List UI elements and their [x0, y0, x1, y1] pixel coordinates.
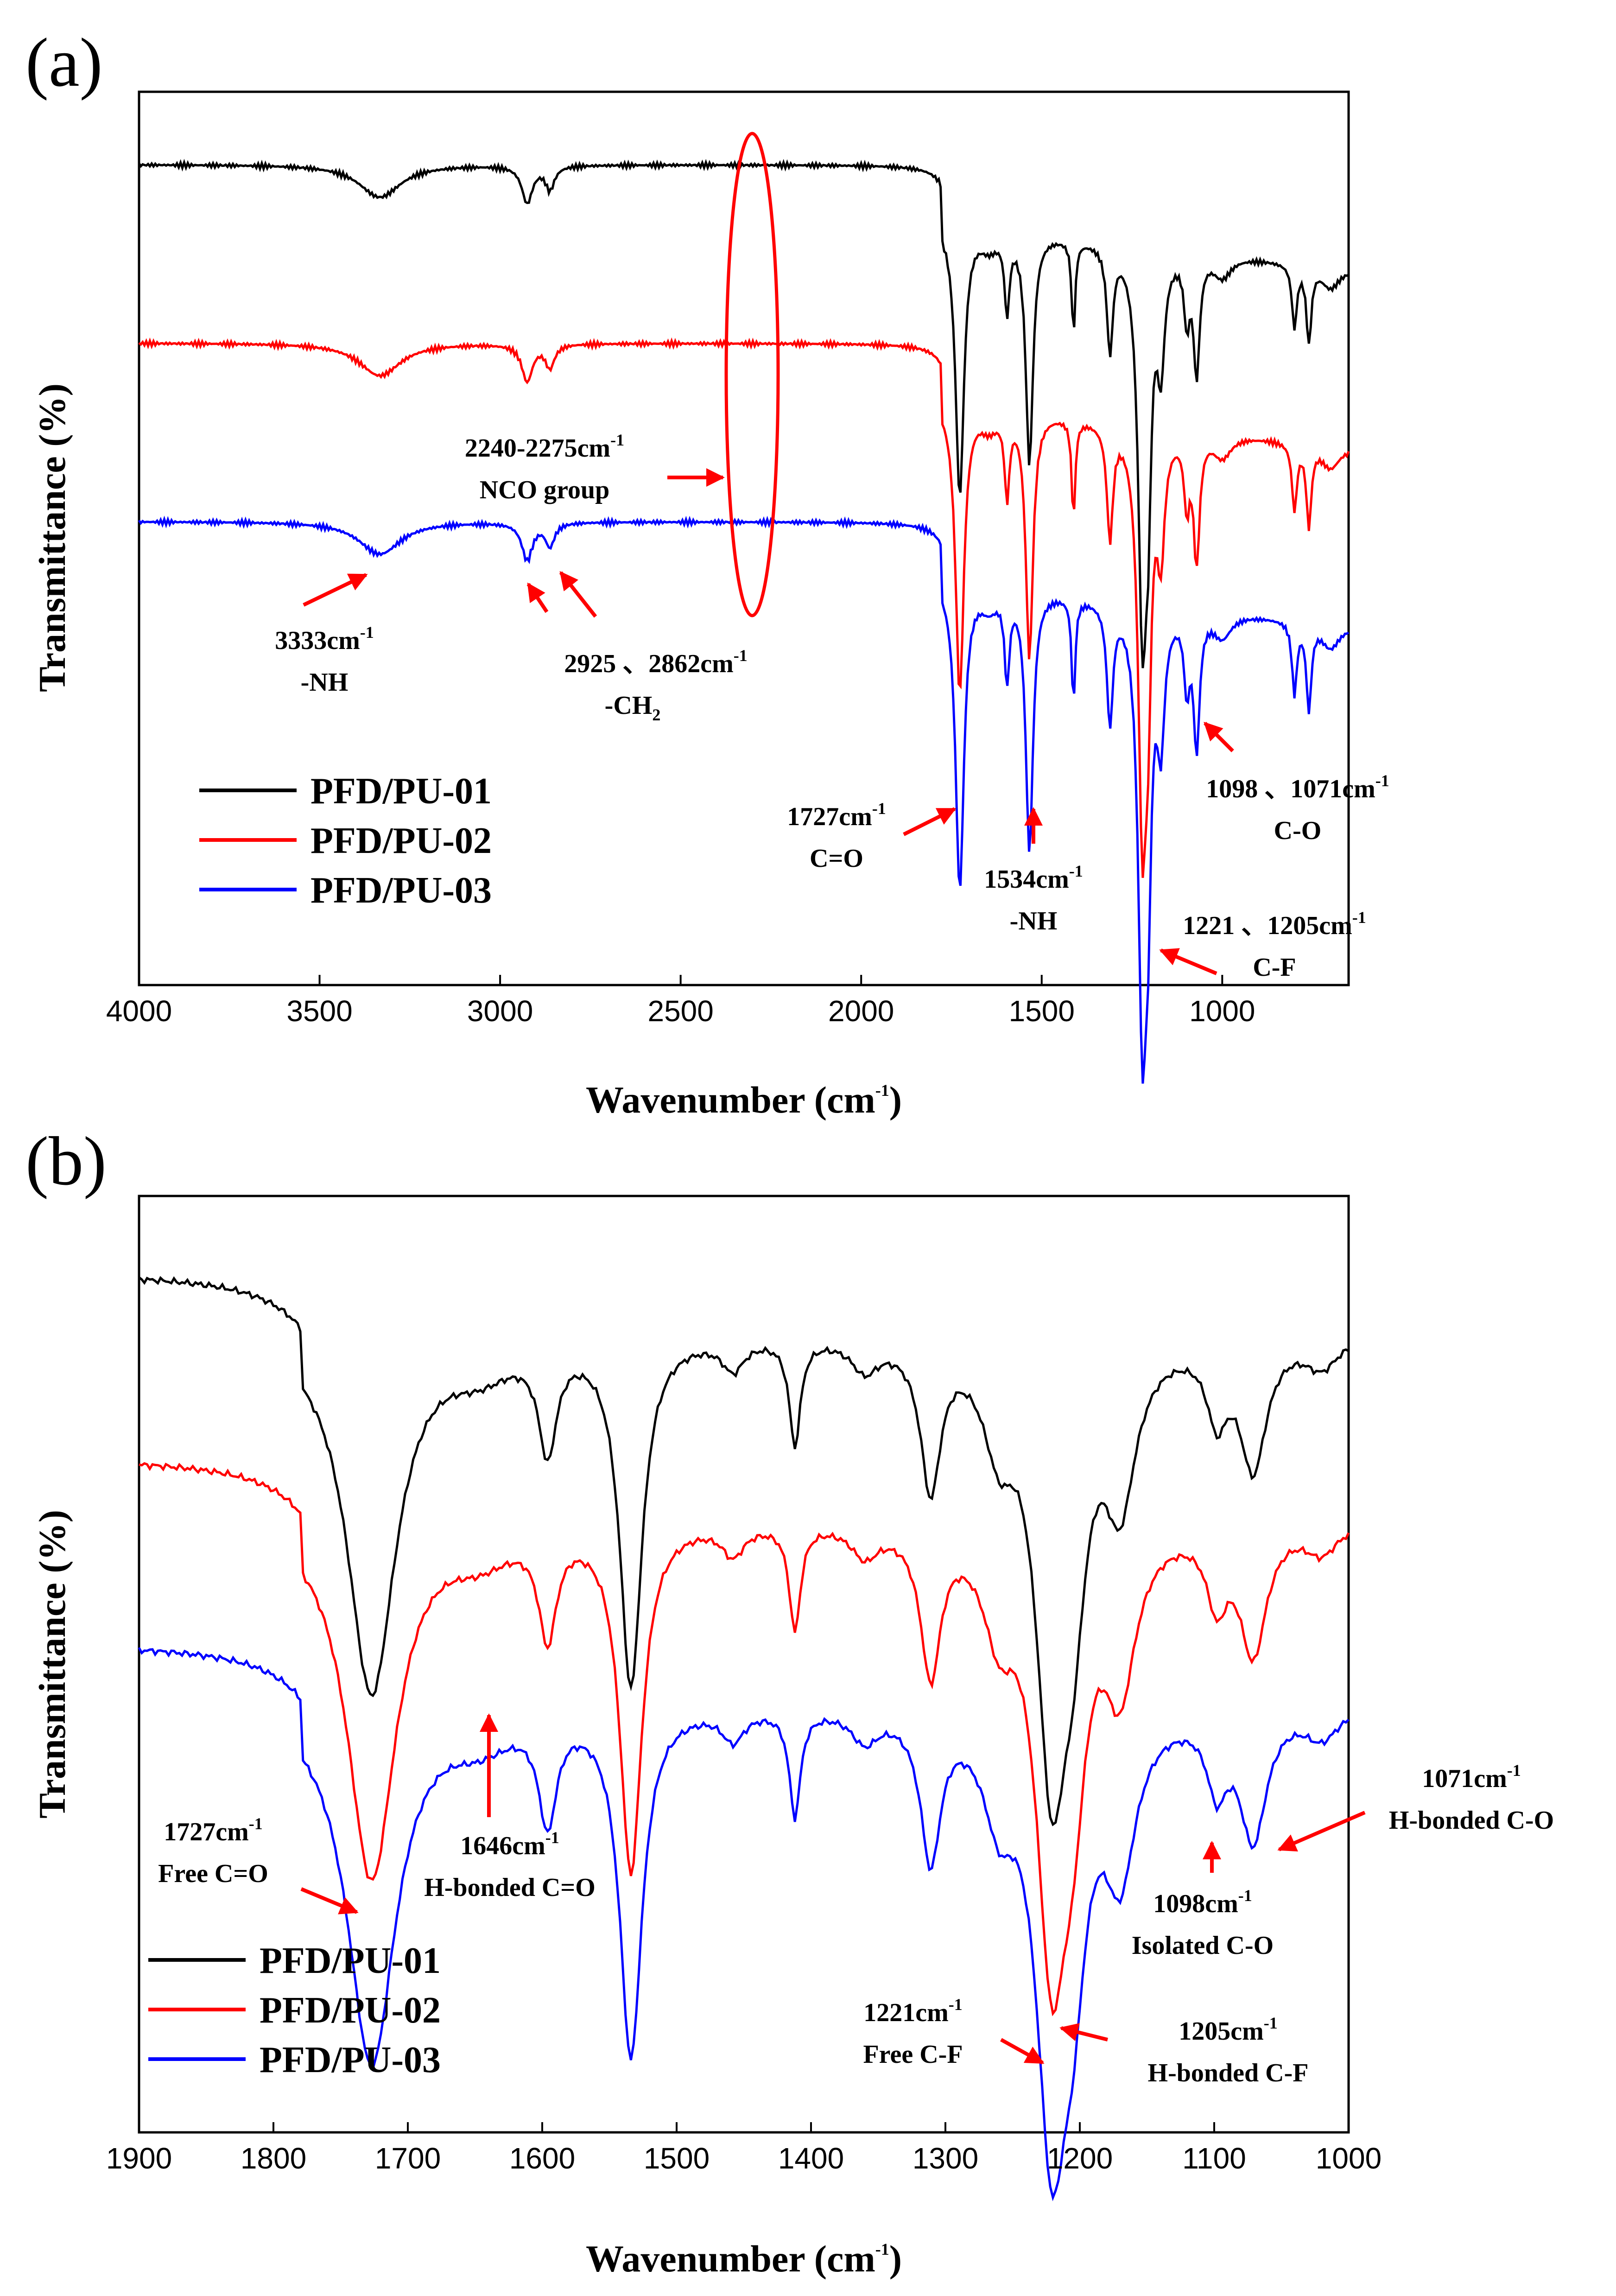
arrow-b-co1727 — [300, 1887, 359, 1914]
svg-text:H-bonded C-F: H-bonded C-F — [1148, 2059, 1309, 2087]
svg-text:Free C=O: Free C=O — [158, 1859, 268, 1888]
x-tick-label-1100: 1100 — [1182, 2142, 1246, 2175]
arrow-ch2-2925 — [526, 582, 549, 613]
x-tick-label-1400: 1400 — [778, 2142, 844, 2175]
arrow-cf — [1159, 948, 1217, 975]
x-tick-label-1300: 1300 — [913, 2142, 978, 2175]
x-tick-label-3000: 3000 — [467, 994, 533, 1028]
panel-b-legend: PFD/PU-01 PFD/PU-02 PFD/PU-03 — [148, 1940, 441, 2080]
series-line-2 — [139, 1462, 1350, 2016]
anno-ch2: 2925 、2862cm-1 -CH2 — [526, 571, 748, 724]
svg-text:Free C-F: Free C-F — [863, 2040, 963, 2069]
arrow-b-cf1205 — [1059, 2023, 1108, 2042]
svg-text:C-O: C-O — [1274, 816, 1322, 845]
panel-b-label: (b) — [25, 1123, 107, 1200]
x-tick-label-1200: 1200 — [1047, 2142, 1113, 2175]
anno-b-cf1205: 1205cm-1 H-bonded C-F — [1059, 2014, 1309, 2087]
legend-b-label-2: PFD/PU-02 — [260, 1990, 441, 2031]
arrow-co1727 — [903, 807, 957, 836]
x-tick-label-2000: 2000 — [828, 994, 894, 1028]
x-tick-label-1700: 1700 — [375, 2142, 441, 2175]
nco-ellipse — [724, 132, 780, 617]
legend-b-label-1: PFD/PU-01 — [260, 1940, 441, 1981]
series-line-1 — [138, 1276, 1350, 1826]
series-line-1 — [138, 159, 1350, 668]
legend-b-label-3: PFD/PU-03 — [260, 2040, 441, 2080]
x-tick-label-1800: 1800 — [241, 2142, 306, 2175]
svg-text:2925 、2862cm-1: 2925 、2862cm-1 — [564, 646, 748, 678]
anno-cf: 1221 、1205cm-1 C-F — [1159, 908, 1366, 982]
anno-b-co1727: 1727cm-1 Free C=O — [158, 1814, 359, 1914]
svg-text:Isolated C-O: Isolated C-O — [1132, 1931, 1274, 1960]
panel-b: (b) 1900 1800 1700 1600 1500 1400 1300 1200 1100… — [25, 1123, 1554, 2280]
panel-b-curves — [138, 1276, 1350, 2201]
anno-nh3333: 3333cm-1 -NH — [275, 573, 374, 697]
anno-b-co1098: 1098cm-1 Isolated C-O — [1132, 1841, 1274, 1960]
arrow-b-co1071 — [1277, 1811, 1366, 1852]
panel-a-frame — [138, 90, 1350, 986]
svg-text:1727cm-1: 1727cm-1 — [787, 799, 886, 831]
x-tick-label-1500: 1500 — [644, 2142, 710, 2175]
legend-a-label-3: PFD/PU-03 — [311, 870, 492, 911]
x-tick-label-2500: 2500 — [647, 994, 713, 1028]
anno-nh1534: 1534cm-1 -NH — [984, 807, 1083, 935]
panel-a-curves — [138, 159, 1350, 1084]
series-line-2 — [138, 337, 1350, 878]
panel-b-xlabel: Wavenumber (cm-1) — [586, 2238, 902, 2280]
x-tick-label-1900: 1900 — [106, 2142, 172, 2175]
svg-text:NCO group: NCO group — [480, 476, 610, 504]
arrow-ch2-2862 — [559, 571, 597, 618]
svg-text:1221cm-1: 1221cm-1 — [863, 1995, 963, 2027]
svg-text:1534cm-1: 1534cm-1 — [984, 862, 1083, 894]
svg-text:-CH2: -CH2 — [605, 691, 661, 724]
anno-co1727: 1727cm-1 C=O — [787, 799, 957, 873]
svg-text:1221 、1205cm-1: 1221 、1205cm-1 — [1183, 908, 1366, 940]
arrow-b-cf1221 — [1000, 2038, 1045, 2065]
panel-a-xticks: 4000 3500 3000 2500 2000 1500 1000 — [106, 975, 1255, 1028]
svg-text:2240-2275cm-1: 2240-2275cm-1 — [465, 431, 624, 463]
panel-a-ylabel: Transmittance (%) — [31, 383, 73, 692]
anno-nco: 2240-2275cm-1 NCO group — [465, 431, 725, 504]
svg-text:3333cm-1: 3333cm-1 — [275, 623, 374, 655]
anno-b-co1646: 1646cm-1 H-bonded C=O — [424, 1713, 596, 1902]
arrow-nh3333 — [303, 573, 368, 607]
arrow-co1098 — [1204, 722, 1234, 752]
series-line-3 — [138, 515, 1350, 1084]
anno-co1098: 1098 、1071cm-1 C-O — [1204, 722, 1389, 845]
x-tick-label-3500: 3500 — [286, 994, 352, 1028]
svg-text:-NH: -NH — [1010, 907, 1058, 935]
svg-text:1205cm-1: 1205cm-1 — [1179, 2014, 1278, 2046]
series-line-3 — [138, 1647, 1350, 2201]
panel-b-frame — [138, 1195, 1350, 2134]
x-tick-label-4000: 4000 — [106, 994, 172, 1028]
svg-text:1646cm-1: 1646cm-1 — [460, 1828, 559, 1860]
anno-b-cf1221: 1221cm-1 Free C-F — [863, 1995, 1045, 2069]
anno-b-co1071: 1071cm-1 H-bonded C-O — [1277, 1761, 1554, 1852]
x-tick-label-1000: 1000 — [1189, 994, 1255, 1028]
svg-text:1098 、1071cm-1: 1098 、1071cm-1 — [1206, 771, 1389, 803]
svg-text:H-bonded C=O: H-bonded C=O — [424, 1873, 596, 1902]
svg-text:C=O: C=O — [810, 844, 863, 873]
x-tick-label-1000: 1000 — [1316, 2142, 1382, 2175]
panel-a-xlabel: Wavenumber (cm-1) — [586, 1079, 902, 1121]
svg-text:C-F: C-F — [1253, 953, 1296, 982]
panel-b-ylabel: Transmittance (%) — [31, 1510, 73, 1819]
svg-text:1727cm-1: 1727cm-1 — [164, 1814, 263, 1846]
panel-b-xticks: 1900 1800 1700 1600 1500 1400 1300 1200 1100 1000 — [106, 2122, 1382, 2175]
panel-a-label: (a) — [25, 24, 102, 101]
panel-a-legend: PFD/PU-01 PFD/PU-02 PFD/PU-03 — [199, 771, 492, 911]
svg-text:-NH: -NH — [301, 668, 349, 697]
legend-a-label-2: PFD/PU-02 — [311, 820, 492, 861]
svg-text:H-bonded C-O: H-bonded C-O — [1389, 1806, 1554, 1835]
x-tick-label-1600: 1600 — [509, 2142, 575, 2175]
panel-a: (a) 4000 3500 3000 2500 2000 1500 1000 Wavenum… — [25, 24, 1389, 1121]
svg-text:1098cm-1: 1098cm-1 — [1153, 1886, 1252, 1918]
legend-a-label-1: PFD/PU-01 — [311, 771, 492, 812]
x-tick-label-1500: 1500 — [1009, 994, 1075, 1028]
svg-text:1071cm-1: 1071cm-1 — [1422, 1761, 1521, 1793]
